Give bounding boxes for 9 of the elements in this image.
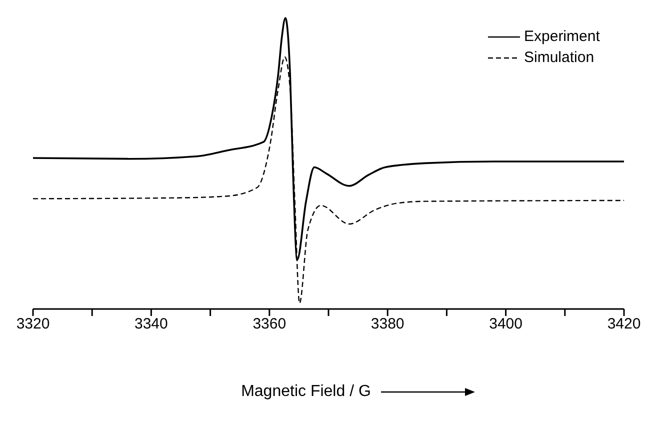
x-tick-label: 3380 xyxy=(370,316,404,333)
legend-label: Simulation xyxy=(524,49,594,66)
x-tick-label: 3360 xyxy=(252,316,286,333)
x-tick-label: 3340 xyxy=(134,316,168,333)
x-axis-title: Magnetic Field / G xyxy=(241,383,371,401)
x-tick-label: 3320 xyxy=(16,316,50,333)
x-tick-label: 3400 xyxy=(489,316,522,333)
legend-label: Experiment xyxy=(524,28,600,45)
x-tick-label: 3420 xyxy=(607,316,641,333)
